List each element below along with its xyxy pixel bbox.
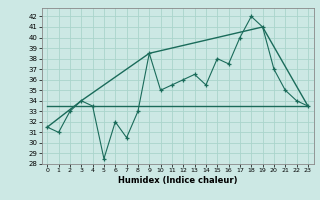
X-axis label: Humidex (Indice chaleur): Humidex (Indice chaleur) bbox=[118, 176, 237, 185]
